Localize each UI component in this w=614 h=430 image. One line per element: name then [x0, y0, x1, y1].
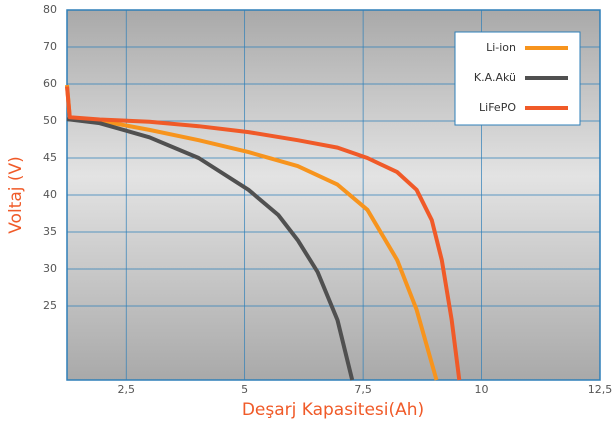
x-tick-label: 5 [241, 383, 248, 396]
x-axis-title: Deşarj Kapasitesi(Ah) [242, 400, 424, 420]
y-tick-label: 40 [43, 188, 57, 201]
y-axis-title: Voltaj (V) [6, 156, 26, 234]
y-tick-label: 25 [43, 299, 57, 312]
y-tick-label: 60 [43, 77, 57, 90]
data-line [65, 86, 462, 381]
y-tick-label: 45 [43, 151, 57, 164]
legend-label: Li-ion [486, 41, 516, 54]
x-tick-label: 10 [475, 383, 489, 396]
y-tick-label: 80 [43, 3, 57, 16]
data-line [66, 117, 355, 381]
lines [65, 84, 462, 381]
y-tick-label: 35 [43, 225, 57, 238]
y-tick-label: 50 [43, 114, 57, 127]
y-tick-label: 70 [43, 40, 57, 53]
x-tick-label: 12,5 [588, 383, 613, 396]
legend-label: LiFePO [479, 101, 516, 114]
y-tick-label: 30 [43, 262, 57, 275]
x-tick-label: 2,5 [117, 383, 135, 396]
legend-label: K.A.Akü [474, 71, 516, 84]
x-tick-label: 7,5 [354, 383, 372, 396]
